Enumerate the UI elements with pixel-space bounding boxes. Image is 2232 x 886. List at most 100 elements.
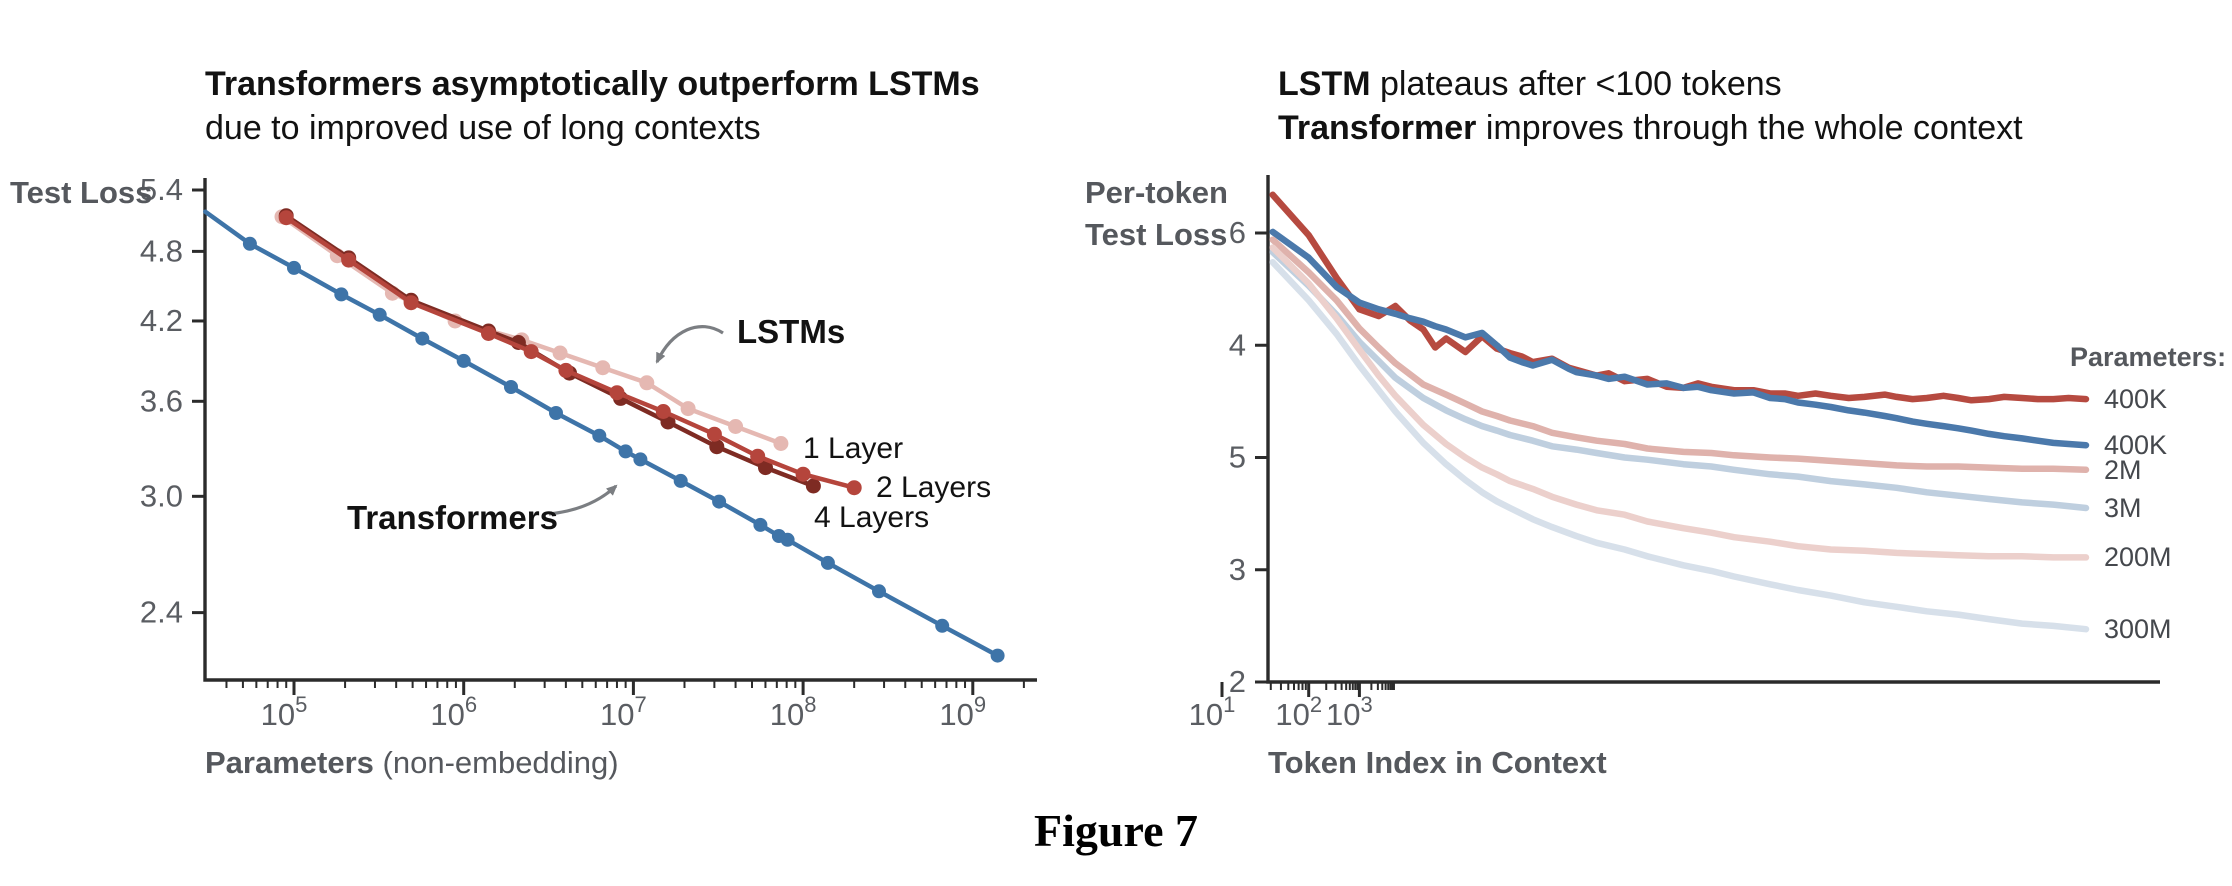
lstm-4-layers-label: 4 Layers <box>814 501 930 534</box>
axis-line <box>1266 175 2160 684</box>
x-tick-label: 103 <box>1326 692 1373 732</box>
lstm-1-layer-point <box>773 436 789 451</box>
right-title2-rest: improves through the whole context <box>1476 109 2023 147</box>
x-tick-label: 105 <box>261 692 308 732</box>
legend-label-transformer-300m: 300M <box>2104 614 2172 644</box>
left-chart-title: Transformers asymptotically outperform L… <box>205 62 980 150</box>
lstm-4-layers-point <box>805 478 821 494</box>
transformers-point <box>673 473 688 488</box>
y-tick-label: 6 <box>1229 215 1246 250</box>
transformers-point <box>287 260 301 275</box>
lstms-arrow <box>655 325 724 364</box>
x-tick-label: 106 <box>430 692 477 732</box>
lstm-1-layer-point <box>552 345 568 361</box>
right-chart-title: LSTM plateaus after <100 tokens Transfor… <box>1278 62 2023 150</box>
lstm-2-layers-point <box>341 252 357 268</box>
lstm-2-layers-point <box>846 480 862 496</box>
x-tick-label: 107 <box>600 692 647 732</box>
y-tick-label: 4.8 <box>140 233 183 268</box>
annotation-arrows <box>548 325 724 516</box>
legend-label-lstm-400k: 400K <box>2104 384 2168 414</box>
left-title-line2: due to improved use of long contexts <box>205 109 761 147</box>
legend-label-transformer-3m: 3M <box>2104 493 2142 523</box>
left-x-axis-label: Parameters (non-embedding) <box>205 742 619 784</box>
transformers-point <box>872 584 886 599</box>
lstm-2-layers-point <box>523 344 539 360</box>
transformers-annotation: Transformers <box>347 499 558 536</box>
lstm-2-layers-point <box>278 210 294 226</box>
transformers-point <box>712 494 727 509</box>
transformers-point <box>242 236 257 251</box>
lstm-2-layers-point <box>795 466 811 482</box>
y-tick-label: 3 <box>1229 552 1246 587</box>
transformers-point <box>618 444 633 459</box>
legend-label-lstm-2m: 2M <box>2104 455 2142 485</box>
left-title-line1: Transformers asymptotically outperform L… <box>205 65 980 103</box>
y-tick-label: 2.4 <box>140 595 183 630</box>
transformers-point <box>935 618 950 633</box>
transformers-point <box>592 428 607 443</box>
transformers-point <box>990 648 1005 663</box>
left-y-axis-label: Test Loss <box>10 175 153 210</box>
left-x-axis-label-bold: Parameters <box>205 745 374 780</box>
lstm-1-layer-point <box>728 419 744 434</box>
lstm-4-layers-point <box>709 439 725 455</box>
transformers-arrow <box>548 484 618 516</box>
lstm-2-layers-point <box>750 448 766 464</box>
y-tick-label: 4.2 <box>140 303 183 338</box>
right-title1-rest: plateaus after <100 tokens <box>1370 65 1782 103</box>
right-y-axis-label-line1: Per-token <box>1085 175 1228 210</box>
y-tick-label: 5 <box>1229 440 1246 475</box>
y-tick-label: 3.6 <box>140 383 183 418</box>
transformers-point <box>753 517 768 532</box>
axis-line <box>203 178 1037 682</box>
x-tick-label: 101 <box>1189 692 1236 732</box>
left-x-axis-label-regular: (non-embedding) <box>373 745 619 780</box>
x-tick-label: 102 <box>1275 692 1322 732</box>
lstm-400k-line <box>1269 191 2090 404</box>
lstm-1-layer-line <box>279 214 784 446</box>
x-tick-label: 109 <box>939 692 986 732</box>
right-title2-bold: Transformer <box>1278 109 1477 147</box>
legend-label-lstm-200m: 200M <box>2104 542 2172 572</box>
lstm-2-layers-label: 2 Layers <box>876 471 992 504</box>
transformers-point <box>820 555 835 570</box>
transformers-point <box>504 380 518 394</box>
transformers-point <box>780 532 795 547</box>
lstm-1-layer-label: 1 Layer <box>803 432 904 465</box>
lstm-2-layers-point <box>609 385 625 401</box>
y-tick-label: 2 <box>1229 664 1246 699</box>
right-x-axis-label: Token Index in Context <box>1268 745 1607 780</box>
lstm-4-layers-point <box>758 460 773 476</box>
figure-caption: Figure 7 <box>1034 805 1198 856</box>
transformers-point <box>633 452 648 467</box>
lstm-2m-line <box>1269 236 2090 474</box>
lstm-200m-line <box>1269 244 2090 561</box>
transformers-point <box>549 406 563 420</box>
transformers-point <box>456 353 471 368</box>
legend-label-transformer-400k: 400K <box>2104 430 2168 460</box>
lstm-2-layers-point <box>655 404 671 419</box>
y-tick-label: 5.4 <box>140 172 183 207</box>
lstms-annotation: LSTMs <box>737 313 846 350</box>
transformer-3m-line <box>1269 248 2090 512</box>
right-title1-bold: LSTM <box>1278 65 1371 103</box>
right-y-axis-label: Per-token Test Loss <box>1085 172 1228 256</box>
lstm-1-layer-point <box>595 360 611 376</box>
lstm-1-layer-point <box>639 375 655 391</box>
y-tick-label: 4 <box>1229 327 1246 362</box>
transformer-300m-line <box>1269 258 2090 633</box>
left-chart-plot: 5.4 4.8 4.2 3.6 3.0 2.4 105 106 107 108 109 <box>140 172 1037 732</box>
lstm-1-layer-point <box>680 401 696 417</box>
lstm-2-layers-point <box>481 326 496 341</box>
transformers-point <box>415 331 430 346</box>
right-y-axis-label-line2: Test Loss <box>1085 217 1228 252</box>
lstm-2-layers-point <box>706 426 722 442</box>
lstm-2-layers-point <box>558 362 574 378</box>
lstm-2-layers-point <box>403 295 419 311</box>
transformers-point <box>334 287 349 302</box>
legend-title: Parameters: <box>2070 342 2227 372</box>
